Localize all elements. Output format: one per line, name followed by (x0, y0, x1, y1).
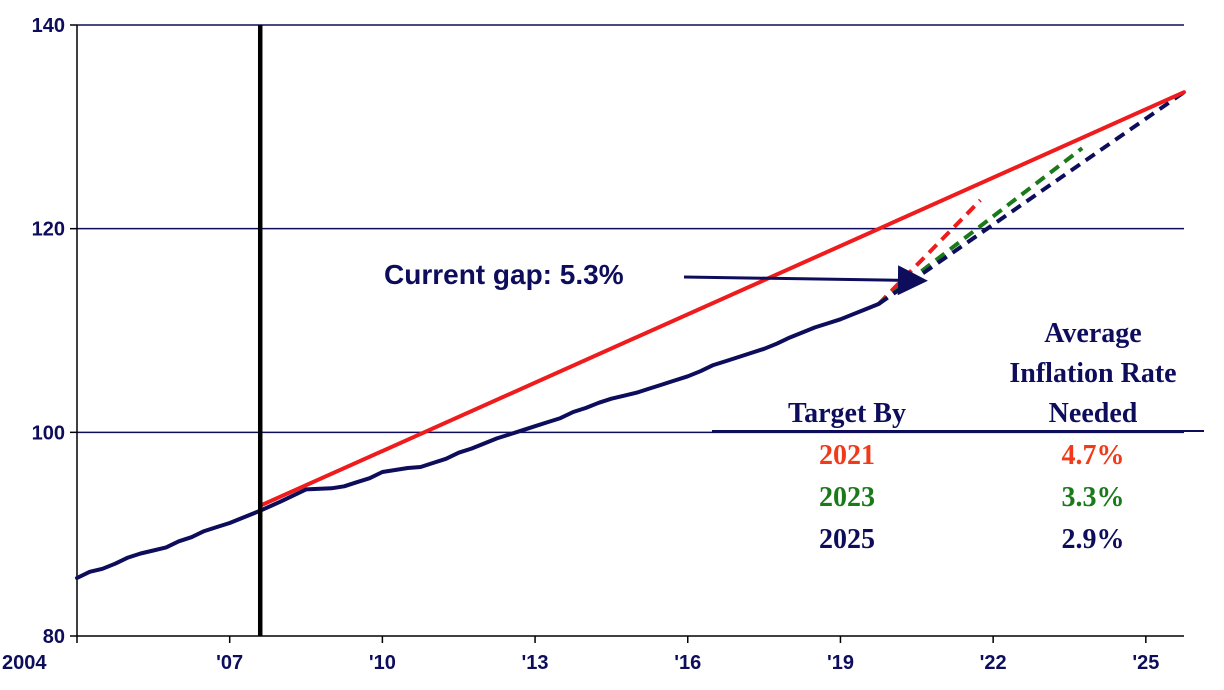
x-tick-label: '25 (1132, 652, 1159, 674)
series-line-0 (258, 90, 1186, 508)
series-lines (75, 90, 1186, 580)
x-tick-label: '16 (674, 652, 701, 674)
inflation-table: Target By Average Inflation Rate Needed … (712, 318, 1204, 555)
x-tick-label: 2004 (2, 652, 47, 674)
x-tick-label: '10 (369, 652, 396, 674)
y-tick-label: 80 (43, 626, 65, 648)
table-row-rate: 3.3% (1062, 482, 1125, 513)
table-header-line-2: Inflation Rate (1009, 358, 1176, 389)
table-row-year: 2023 (819, 482, 875, 513)
table-row-rate: 2.9% (1062, 524, 1125, 555)
series-line-1 (75, 302, 881, 580)
table-header-line-1: Average (1044, 318, 1141, 349)
y-tick-label: 100 (32, 422, 65, 444)
x-tick-label: '13 (522, 652, 549, 674)
axes: 80 100 120 140 2004 '07 '10 '13 '16 '19 '22 '25 (2, 15, 1184, 674)
table-row-year: 2021 (819, 440, 875, 471)
x-tick-label: '19 (827, 652, 854, 674)
gap-annotation: Current gap: 5.3% (384, 259, 928, 296)
table-header-line-3: Needed (1049, 398, 1138, 429)
table-row-rate: 4.7% (1062, 440, 1125, 471)
x-tick-label: '22 (980, 652, 1007, 674)
gap-annotation-text: Current gap: 5.3% (384, 259, 624, 290)
series-line-2 (877, 198, 982, 306)
y-tick-label: 120 (32, 219, 65, 241)
gap-annotation-arrow (683, 265, 928, 296)
table-header-target-by: Target By (788, 398, 906, 429)
series-line-4 (877, 90, 1186, 306)
table-row-year: 2025 (819, 524, 875, 555)
y-tick-label: 140 (32, 15, 65, 37)
x-tick-label: '07 (216, 652, 243, 674)
